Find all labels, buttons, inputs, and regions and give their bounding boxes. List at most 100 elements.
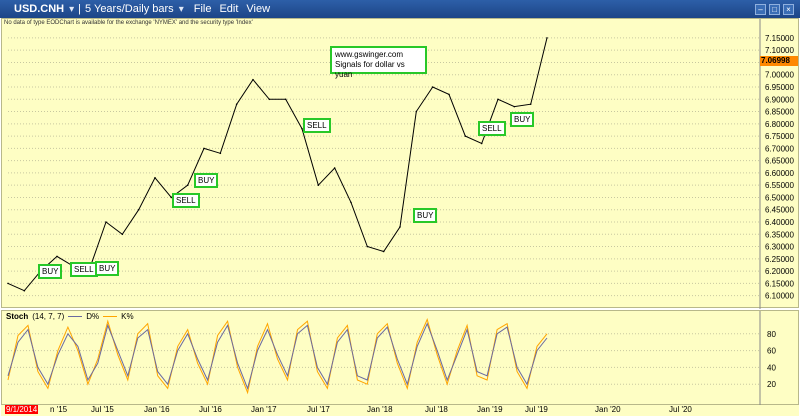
y-tick-label: 6.70000 — [765, 144, 794, 153]
price-point — [415, 110, 418, 113]
y-tick-label: 6.95000 — [765, 83, 794, 92]
x-tick-label: Jul '19 — [525, 405, 548, 414]
stochastic-chart: 80 60 40 20 — [7, 311, 776, 406]
symbol-label[interactable]: USD.CNH — [14, 3, 65, 15]
signal-sell[interactable]: SELL — [478, 121, 506, 136]
y-tick-label: 6.45000 — [765, 206, 794, 215]
maximize-icon[interactable]: □ — [769, 3, 780, 15]
price-point — [186, 184, 189, 186]
price-point — [105, 221, 107, 223]
symbol-dropdown-icon[interactable]: ▾ — [69, 3, 75, 15]
price-point — [219, 152, 222, 155]
x-tick-label: Jul '17 — [307, 405, 330, 414]
menu-view[interactable]: View — [246, 3, 271, 15]
y-tick-label: 7.10000 — [765, 46, 794, 55]
x-tick-label: Jul '16 — [199, 405, 222, 414]
y-tick-label: 6.35000 — [765, 230, 794, 239]
stochastic-panel[interactable]: 80 60 40 20 — [1, 310, 799, 406]
price-point — [268, 98, 271, 101]
x-tick-label: Jan '20 — [595, 405, 621, 414]
y-tick-label: 6.55000 — [765, 181, 794, 190]
price-point — [480, 142, 483, 145]
stoch-title: Stoch — [6, 312, 29, 321]
signal-buy[interactable]: BUY — [413, 208, 438, 223]
price-point — [301, 127, 303, 130]
price-point — [7, 282, 9, 285]
menu-file[interactable]: File — [193, 3, 212, 15]
menu-bar: File Edit View — [194, 3, 270, 15]
y-tick-label: 6.85000 — [765, 108, 794, 117]
stoch-d-line — [7, 322, 548, 391]
stoch-legend: Stoch (14, 7, 7) D% K% — [6, 312, 134, 321]
price-point — [546, 37, 548, 39]
data-notice: No data of type EODChart is available fo… — [4, 20, 253, 26]
x-tick-label: Jan '19 — [477, 405, 503, 414]
price-point — [333, 167, 336, 169]
watermark-box: www.gswinger.com Signals for dollar vs y… — [330, 46, 427, 79]
price-point — [464, 135, 467, 137]
stoch-y-tick-label: 80 — [767, 330, 776, 339]
signal-sell[interactable]: SELL — [70, 262, 98, 277]
x-tick-label: Jul '15 — [91, 405, 114, 414]
price-point — [203, 147, 205, 150]
watermark-caption: Signals for dollar vs yuan — [335, 60, 405, 79]
y-tick-label: 6.90000 — [765, 95, 794, 104]
x-tick-label: Jan '18 — [367, 405, 393, 414]
price-series-line — [7, 37, 548, 292]
price-point — [284, 98, 287, 101]
price-point — [497, 98, 499, 101]
y-tick-label: 6.75000 — [765, 132, 794, 141]
y-tick-label: 6.30000 — [765, 243, 794, 252]
signal-buy[interactable]: BUY — [194, 173, 219, 188]
y-tick-label: 6.20000 — [765, 267, 794, 276]
price-point — [513, 105, 516, 108]
price-point — [317, 184, 320, 186]
window-titlebar: USD.CNH ▾ | 5 Years/Daily bars ▾ File Ed… — [0, 0, 800, 18]
stoch-y-tick-label: 60 — [767, 347, 776, 356]
y-tick-label: 6.80000 — [765, 120, 794, 129]
k-line-swatch-icon — [103, 316, 118, 317]
signal-buy[interactable]: BUY — [95, 261, 120, 276]
y-tick-label: 6.40000 — [765, 218, 794, 227]
y-tick-label: 7.00000 — [765, 71, 794, 80]
stoch-y-tick-label: 20 — [767, 380, 776, 389]
y-tick-label: 7.15000 — [765, 34, 794, 43]
price-point — [382, 250, 385, 253]
timeframe-label[interactable]: 5 Years/Daily bars — [85, 3, 174, 15]
close-icon[interactable]: × — [783, 3, 794, 15]
d-label: D% — [86, 312, 100, 321]
price-point — [235, 103, 238, 105]
x-tick-label: Jul '20 — [669, 405, 692, 414]
price-point — [170, 196, 173, 199]
y-tick-label: 6.10000 — [765, 292, 794, 301]
y-tick-label: 6.25000 — [765, 255, 794, 264]
y-tick-label: 6.65000 — [765, 157, 794, 166]
price-point — [154, 177, 156, 179]
timeframe-dropdown-icon[interactable]: ▾ — [178, 3, 184, 15]
x-tick-label: Jan '17 — [251, 405, 277, 414]
x-tick-label: Jan '16 — [144, 405, 170, 414]
price-point — [431, 86, 434, 88]
price-point — [121, 233, 124, 236]
y-tick-label: 6.50000 — [765, 193, 794, 202]
signal-sell[interactable]: SELL — [172, 193, 200, 208]
d-line-swatch-icon — [68, 316, 83, 317]
time-axis[interactable]: 9/1/2014 n '15 Jul '15 Jan '16 Jul '16 Jan '1… — [1, 405, 799, 416]
price-point — [366, 245, 369, 248]
price-point — [23, 289, 26, 292]
price-point — [56, 255, 58, 258]
stoch-k-line — [7, 318, 548, 395]
signal-sell[interactable]: SELL — [303, 118, 331, 133]
y-tick-label: 6.15000 — [765, 279, 794, 288]
signal-buy[interactable]: BUY — [38, 264, 63, 279]
stoch-y-tick-label: 40 — [767, 363, 776, 372]
menu-edit[interactable]: Edit — [219, 3, 239, 15]
y-tick-label: 6.60000 — [765, 169, 794, 178]
watermark-url: www.gswinger.com — [335, 50, 404, 59]
x-tick-label: Jul '18 — [425, 405, 448, 414]
signal-buy[interactable]: BUY — [510, 112, 535, 127]
price-point — [448, 93, 450, 96]
minimize-icon[interactable]: – — [755, 3, 766, 15]
price-point — [252, 78, 254, 81]
x-tick-label: n '15 — [50, 405, 68, 414]
